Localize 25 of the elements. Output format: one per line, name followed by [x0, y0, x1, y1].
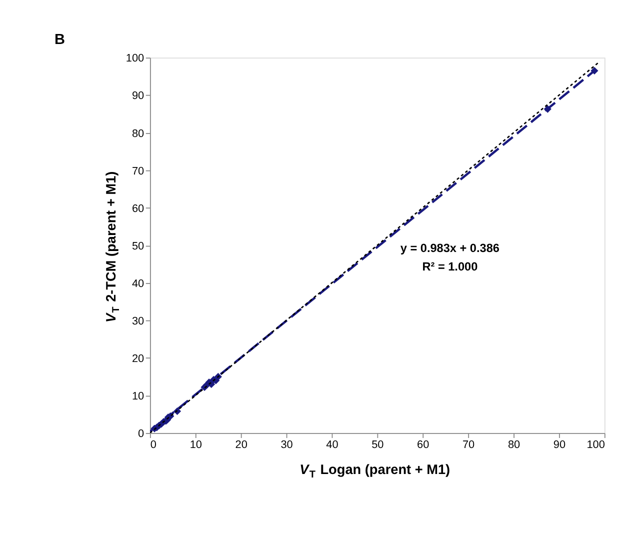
- x-tick-label: 90: [553, 439, 566, 452]
- y-tick-label: 100: [126, 52, 144, 65]
- x-tick-label: 100: [586, 439, 605, 452]
- annotation: y = 0.983x + 0.386 R² = 1.000: [400, 241, 500, 274]
- x-tick-label: 10: [190, 439, 202, 452]
- y-tick-label: 80: [132, 128, 144, 140]
- y-tick-label: 90: [132, 90, 144, 102]
- y-tick-label: 40: [132, 278, 144, 290]
- y-tick-label: 20: [132, 353, 144, 366]
- x-tick-label: 30: [280, 439, 293, 452]
- x-tick-label: 50: [372, 439, 384, 452]
- x-tick-label: 0: [150, 439, 156, 452]
- x-tick-label: 70: [462, 439, 475, 452]
- y-tick-label: 10: [132, 390, 144, 403]
- x-tick-label: 20: [235, 439, 248, 452]
- y-tick-label: 60: [132, 202, 144, 215]
- y-tick-label: 0: [138, 428, 144, 440]
- y-tick-label: 70: [132, 165, 144, 178]
- y-axis-title: VT 2-TCM (parent + M1): [103, 171, 122, 323]
- x-tick-label: 40: [326, 439, 338, 452]
- x-tick-label: 60: [417, 439, 430, 452]
- x-tick-label: 80: [508, 439, 520, 452]
- y-tick-label: 50: [132, 240, 144, 252]
- y-tick-label: 30: [132, 315, 144, 328]
- chart-title: B: [54, 32, 66, 48]
